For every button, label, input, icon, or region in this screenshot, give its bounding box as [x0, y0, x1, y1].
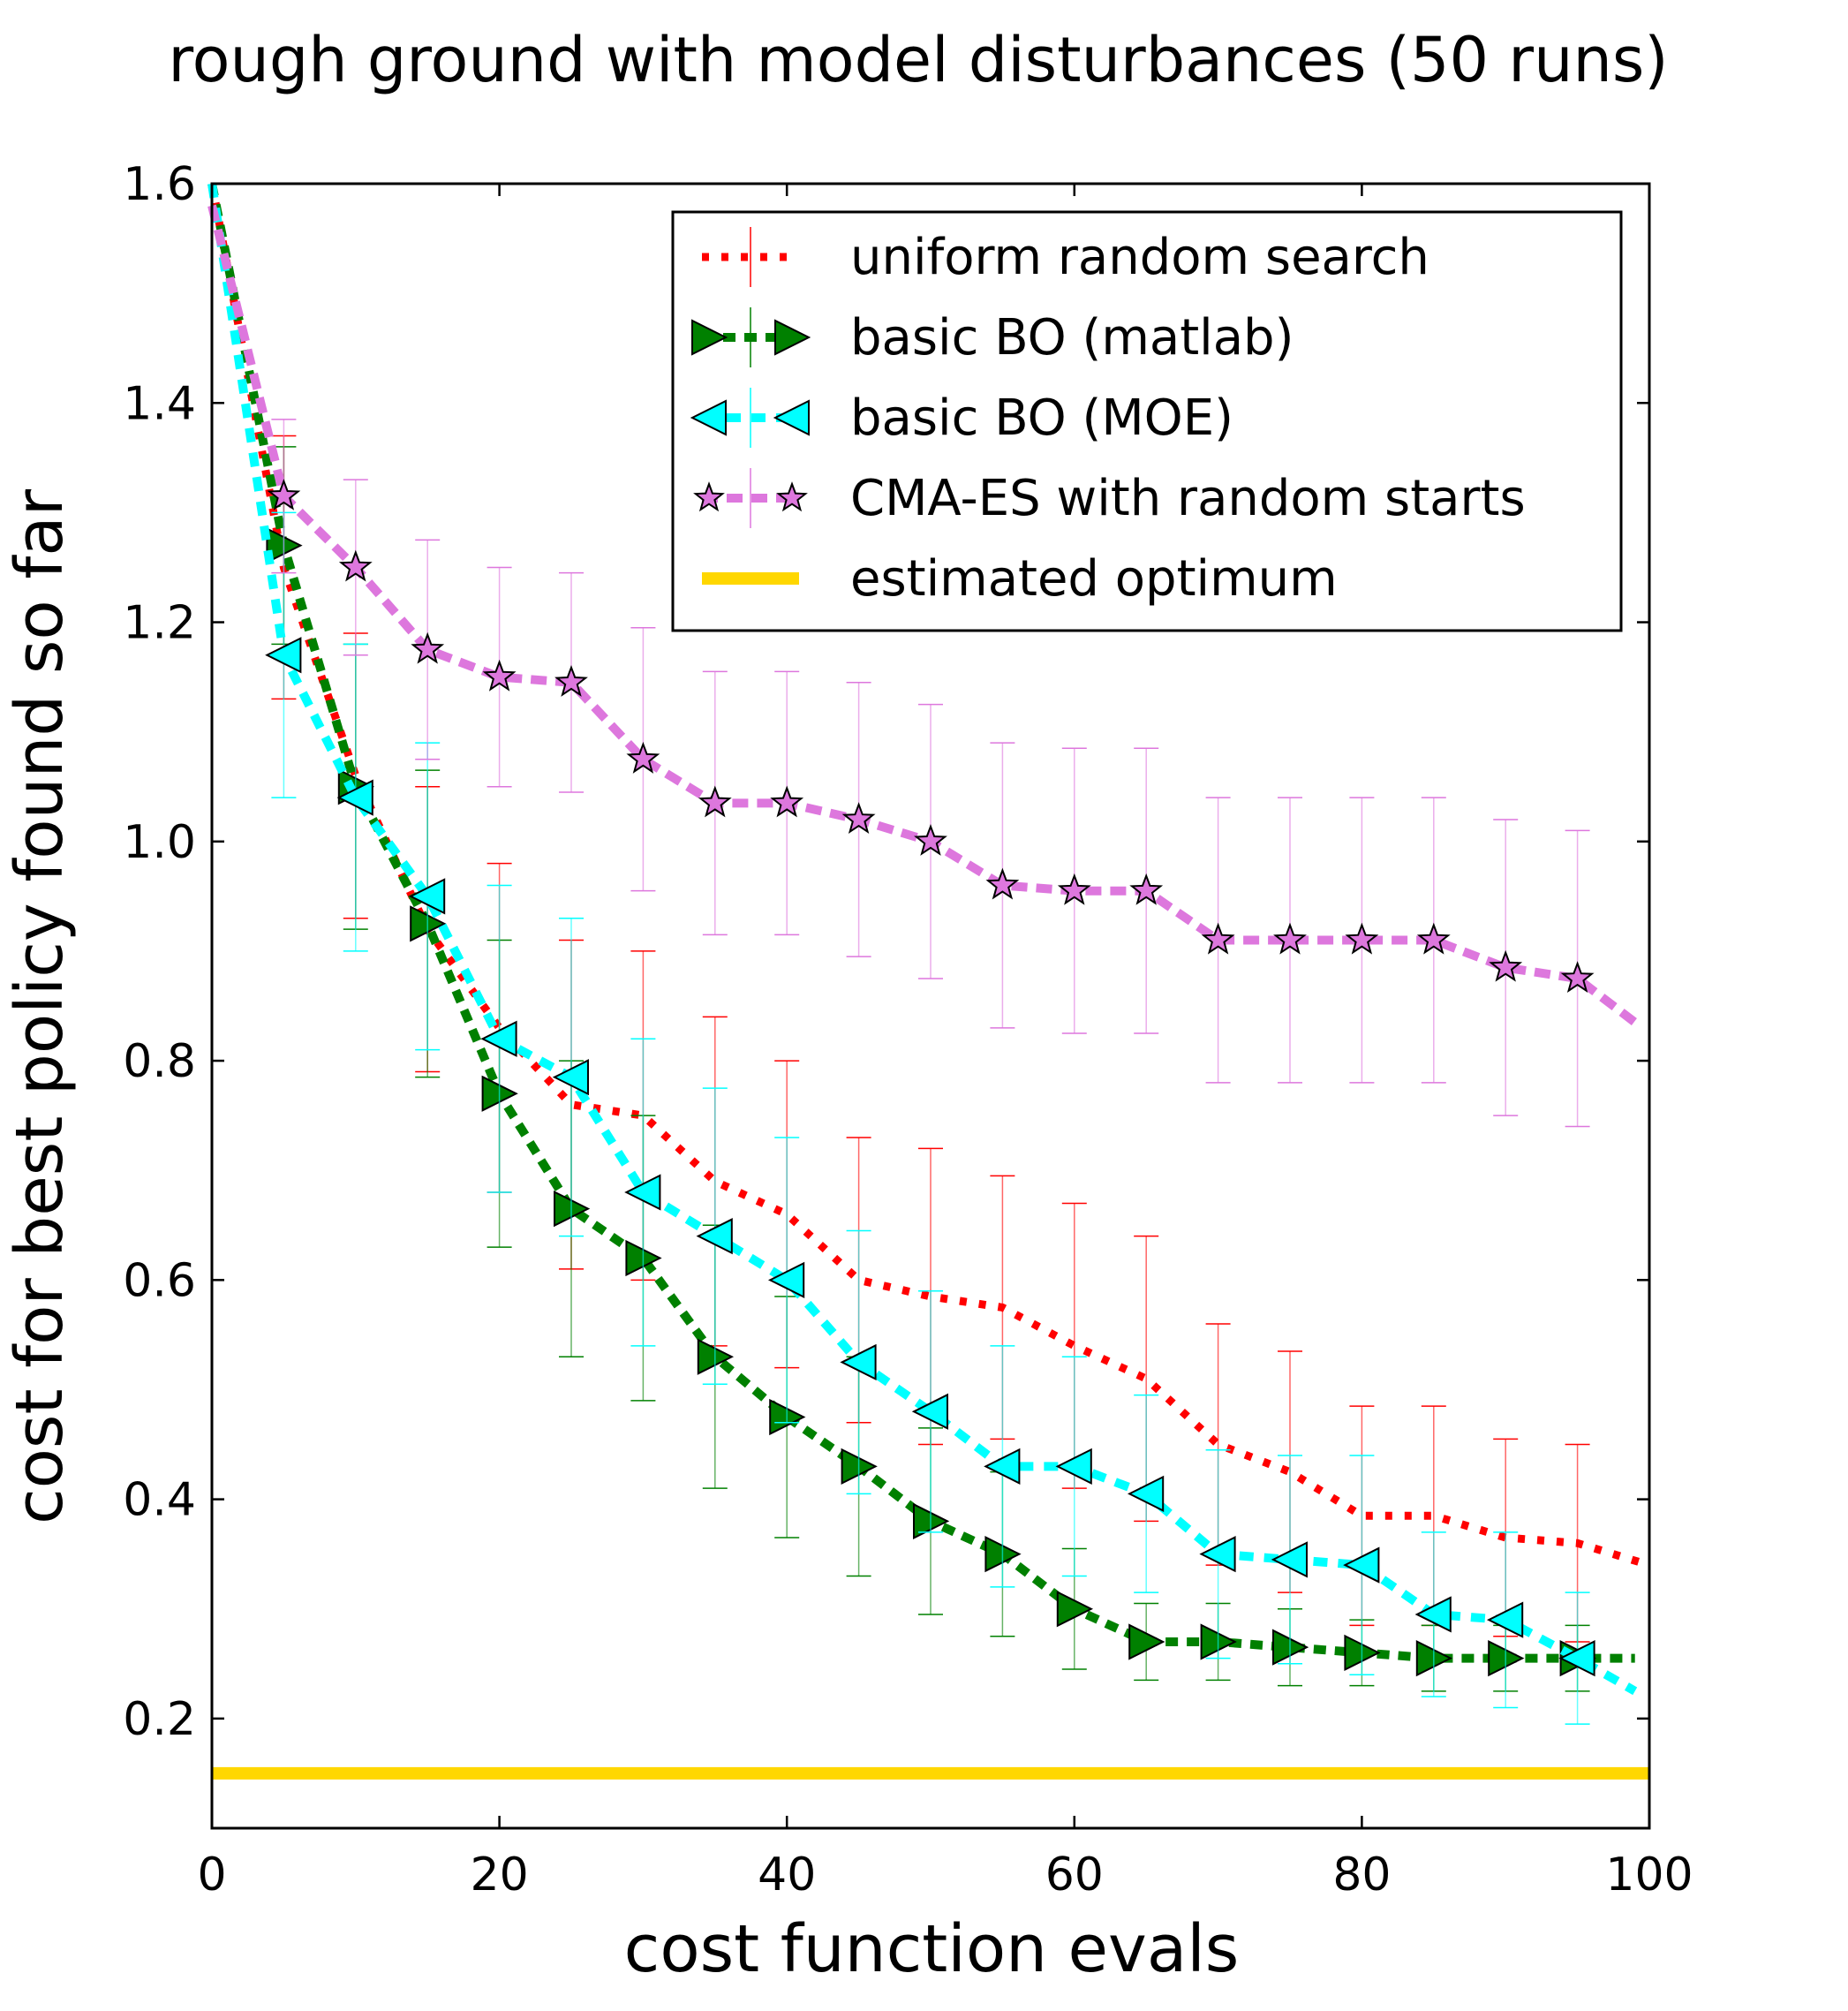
- legend: uniform random search basic BO (matlab) ba…: [671, 210, 1623, 632]
- data-point: [624, 1174, 661, 1211]
- data-point: [336, 779, 373, 816]
- legend-label: uniform random search: [850, 229, 1429, 286]
- legend-marker: [693, 481, 725, 512]
- data-point: [1057, 873, 1091, 905]
- legend-box: [671, 210, 1623, 632]
- axes-layer: 0 20 40 60 80 100 0.2 0.4 0.6 0.8 1.0 1.2 1.4 1.6: [123, 158, 1693, 1901]
- x-tick-label: 20: [471, 1848, 529, 1901]
- legend-marker: [690, 399, 727, 436]
- y-tick-label: 1.4: [123, 377, 196, 430]
- data-point: [841, 802, 876, 835]
- legend-label: CMA-ES with random starts: [850, 470, 1526, 527]
- x-tick-label: 80: [1332, 1848, 1391, 1901]
- plot-frame: [210, 182, 1651, 1830]
- data-point: [1127, 1475, 1165, 1513]
- chart-title: rough ground with model disturbances (50…: [168, 24, 1668, 96]
- legend-marker: [691, 319, 728, 356]
- data-point: [554, 664, 588, 697]
- data-point: [1560, 961, 1595, 994]
- legend-item-4: estimated optimum: [702, 550, 1338, 608]
- data-point: [770, 785, 804, 818]
- x-tick-label: 40: [758, 1848, 816, 1901]
- series-line: [207, 183, 1651, 1569]
- y-tick-label: 1.0: [123, 816, 196, 869]
- y-tick-label: 1.2: [123, 597, 196, 650]
- series-2: [207, 183, 1638, 1725]
- y-axis-label: cost for best policy found so far: [2, 488, 78, 1524]
- data-point: [338, 549, 373, 582]
- data-point: [1489, 949, 1523, 982]
- series-3: [207, 204, 1638, 1128]
- data-point: [1486, 1601, 1524, 1638]
- y-tick-label: 0.6: [123, 1254, 196, 1307]
- series-layer: [207, 183, 1651, 1780]
- data-point: [767, 1261, 805, 1298]
- data-point: [411, 631, 445, 664]
- legend-item-0: uniform random search: [702, 227, 1429, 287]
- legend-label: basic BO (matlab): [850, 309, 1294, 367]
- x-tick-label: 100: [1605, 1848, 1693, 1901]
- data-point: [1271, 1541, 1308, 1578]
- legend-marker: [774, 319, 811, 356]
- data-point: [1055, 1448, 1092, 1485]
- x-tick-label: 0: [197, 1848, 226, 1901]
- data-point: [1056, 1591, 1094, 1628]
- data-point: [626, 741, 660, 774]
- data-point: [1273, 922, 1307, 955]
- legend-marker: [773, 399, 810, 436]
- data-point: [1199, 1536, 1236, 1573]
- data-point: [482, 659, 517, 692]
- data-point: [1558, 1639, 1595, 1677]
- y-tick-label: 0.4: [123, 1474, 196, 1527]
- data-point: [1416, 922, 1451, 955]
- y-tick-label: 0.2: [123, 1693, 196, 1746]
- data-point: [1128, 1623, 1165, 1660]
- data-point: [480, 1020, 517, 1057]
- data-point: [1201, 922, 1235, 955]
- data-point: [840, 1343, 877, 1381]
- legend-marker: [776, 481, 808, 512]
- legend-label: basic BO (MOE): [850, 389, 1233, 447]
- data-point: [408, 878, 446, 915]
- x-axis-label: cost function evals: [624, 1911, 1240, 1987]
- x-tick-label: 60: [1045, 1848, 1104, 1901]
- legend-item-3: CMA-ES with random starts: [693, 468, 1526, 528]
- data-point: [1343, 1546, 1380, 1584]
- legend-item-2: basic BO (MOE): [690, 388, 1233, 448]
- legend-item-1: basic BO (matlab): [691, 307, 1294, 367]
- data-point: [265, 637, 302, 674]
- data-point: [552, 1059, 589, 1096]
- legend-label: estimated optimum: [850, 550, 1338, 608]
- data-point: [1345, 922, 1379, 955]
- y-tick-label: 1.6: [123, 158, 196, 211]
- data-point: [698, 785, 732, 818]
- data-point: [914, 823, 947, 856]
- y-tick-label: 0.8: [123, 1035, 196, 1088]
- data-point: [1129, 873, 1164, 905]
- data-point: [267, 478, 301, 510]
- data-point: [984, 1448, 1021, 1485]
- data-point: [985, 867, 1020, 900]
- data-point: [696, 1218, 733, 1255]
- data-point: [1414, 1596, 1452, 1633]
- series-line: [207, 183, 1638, 1696]
- data-point: [911, 1393, 948, 1430]
